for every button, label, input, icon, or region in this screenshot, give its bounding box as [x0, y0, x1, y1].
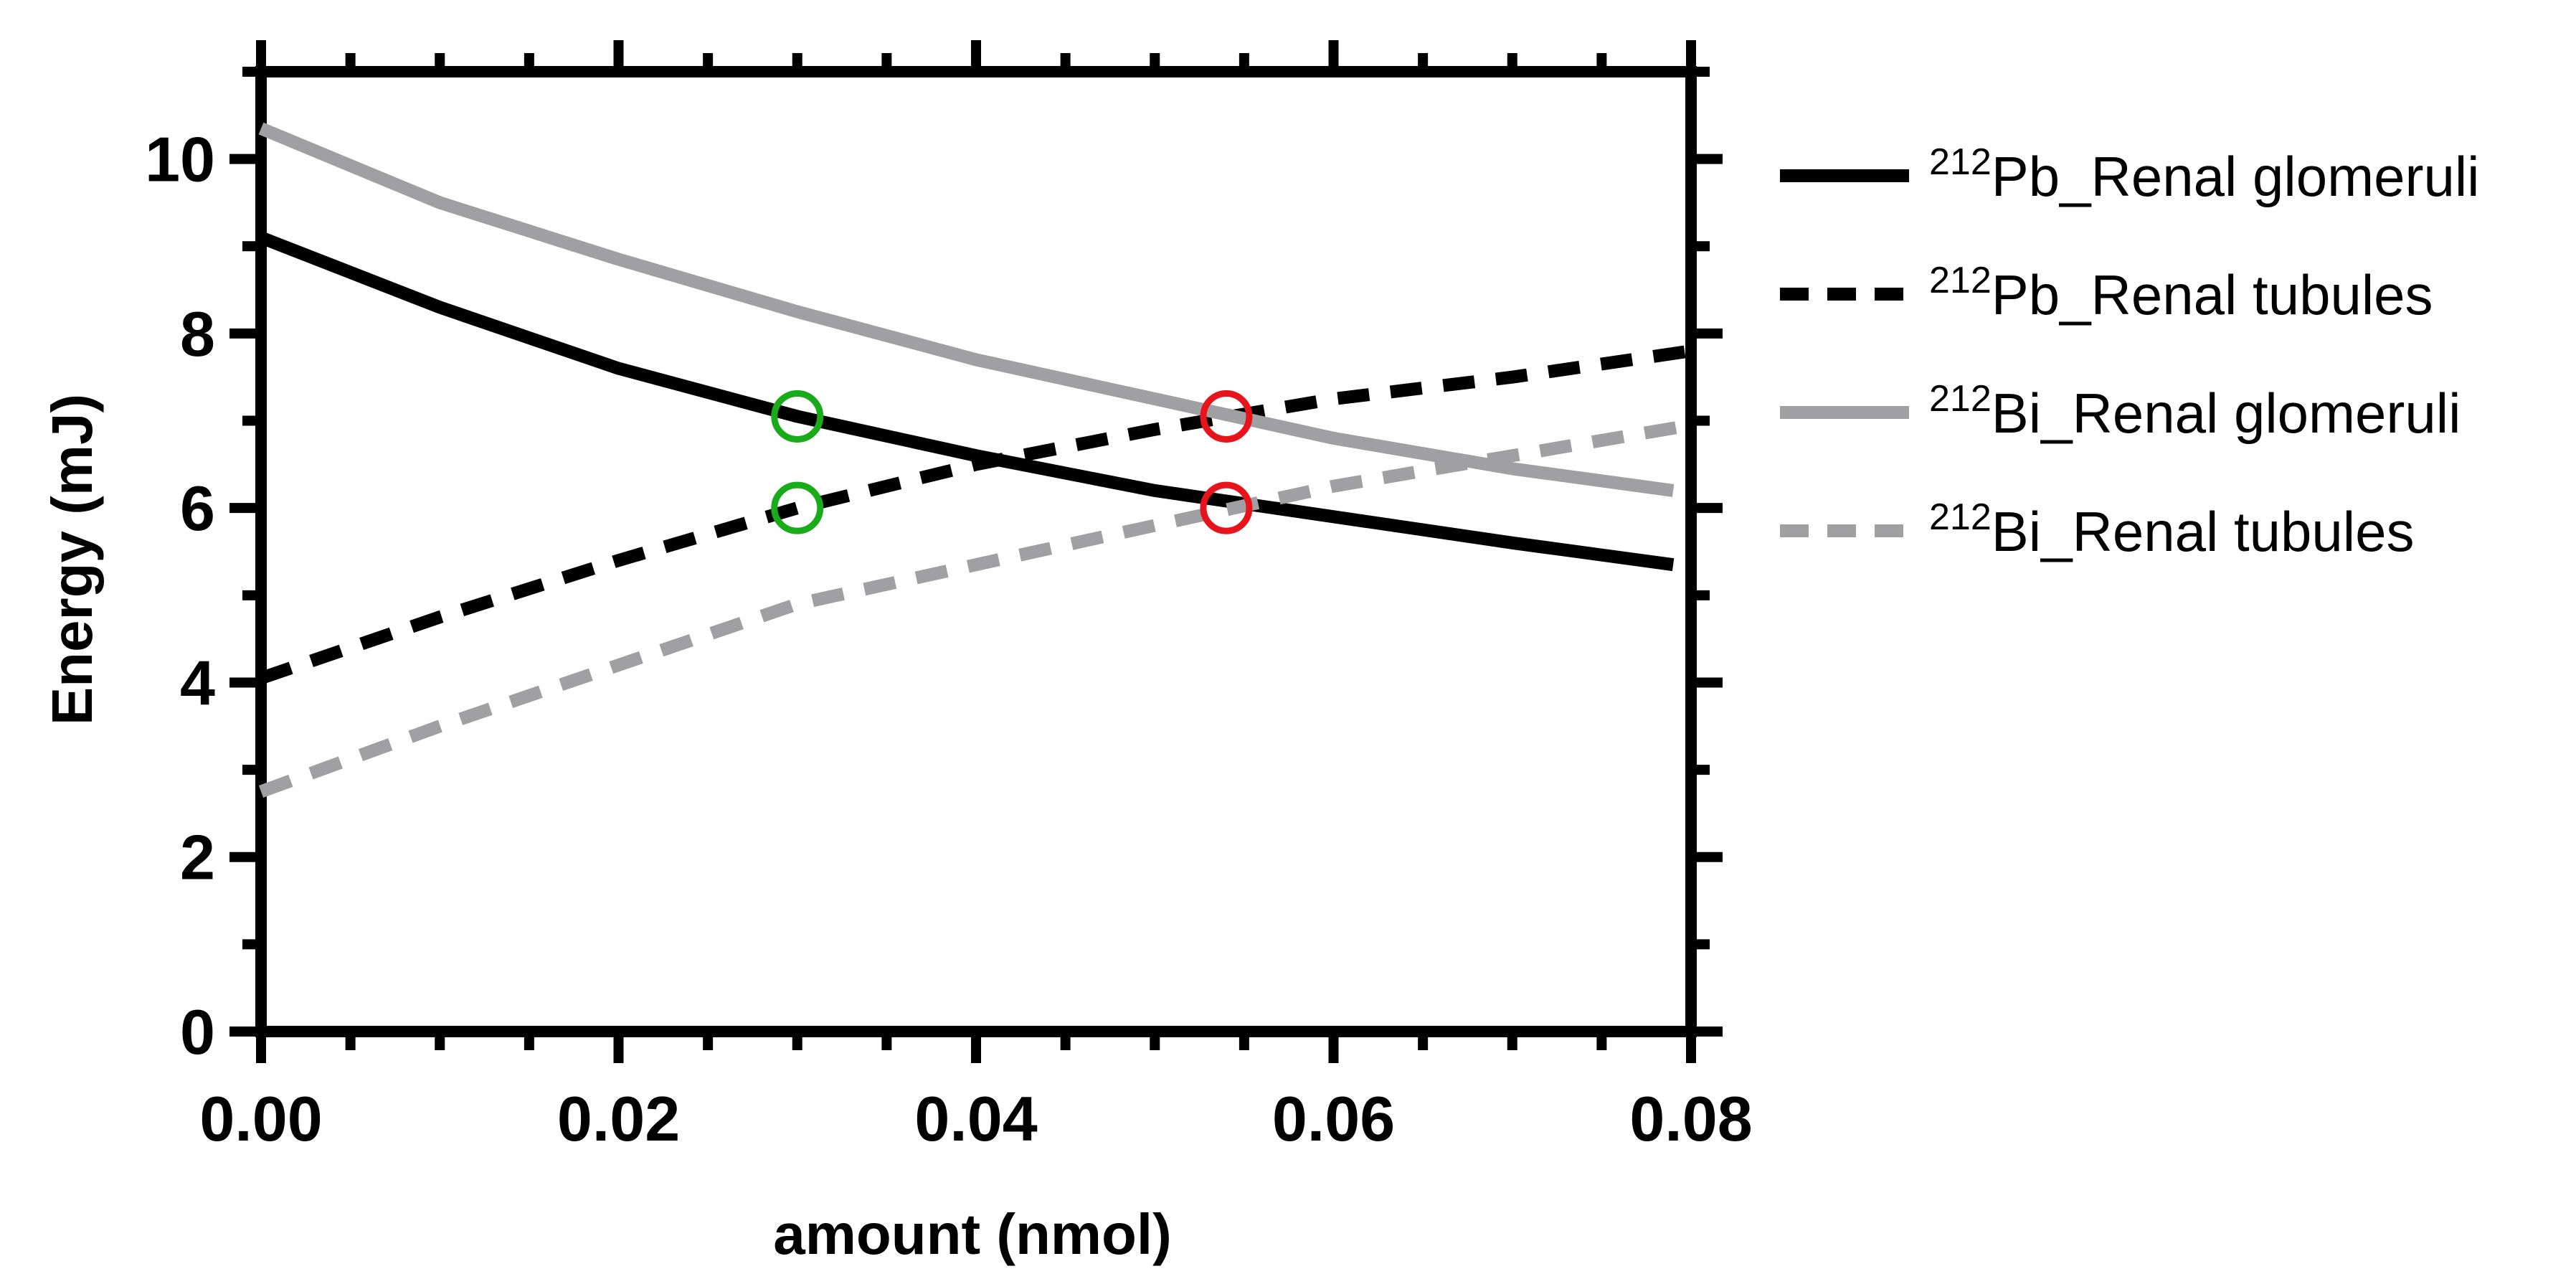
- x-tick-label: 0.02: [557, 1083, 680, 1154]
- legend: 212Pb_Renal glomeruli 212Pb_Renal tubules…: [1780, 141, 2479, 563]
- y-tick-label: 10: [145, 124, 215, 195]
- x-tick-label: 0.00: [199, 1083, 322, 1154]
- y-tick-label: 6: [180, 473, 215, 544]
- x-tick-label: 0.04: [914, 1083, 1037, 1154]
- series-line-3: [258, 418, 1692, 798]
- highlight-marker: [771, 390, 824, 443]
- highlight-marker: [771, 481, 824, 534]
- y-axis-title: Energy (mJ): [40, 394, 104, 725]
- legend-label-0: 212Pb_Renal glomeruli: [1929, 141, 2479, 208]
- series-line-2: [258, 122, 1675, 497]
- highlight-marker: [1200, 390, 1253, 443]
- series-lines: [258, 122, 1692, 798]
- axis-ticks: [229, 40, 1723, 1063]
- y-tick-label: 2: [180, 822, 215, 893]
- y-tick-label: 8: [180, 298, 215, 369]
- x-tick-label: 0.06: [1272, 1083, 1395, 1154]
- legend-label-3: 212Bi_Renal tubules: [1929, 496, 2415, 563]
- y-tick-label: 0: [180, 996, 215, 1067]
- tick-labels: 0.00 0.02 0.04 0.06 0.08 0 2 4 6 8 10: [145, 124, 1753, 1154]
- y-tick-label: 4: [180, 647, 215, 718]
- series-line-0: [258, 231, 1675, 572]
- highlight-markers: [771, 390, 1253, 534]
- series-line-1: [259, 344, 1692, 684]
- x-axis-title: amount (nmol): [773, 1202, 1171, 1266]
- x-tick-label: 0.08: [1629, 1083, 1752, 1154]
- highlight-marker: [1200, 481, 1253, 534]
- legend-label-2: 212Bi_Renal glomeruli: [1929, 378, 2461, 445]
- legend-label-1: 212Pb_Renal tubules: [1929, 260, 2433, 326]
